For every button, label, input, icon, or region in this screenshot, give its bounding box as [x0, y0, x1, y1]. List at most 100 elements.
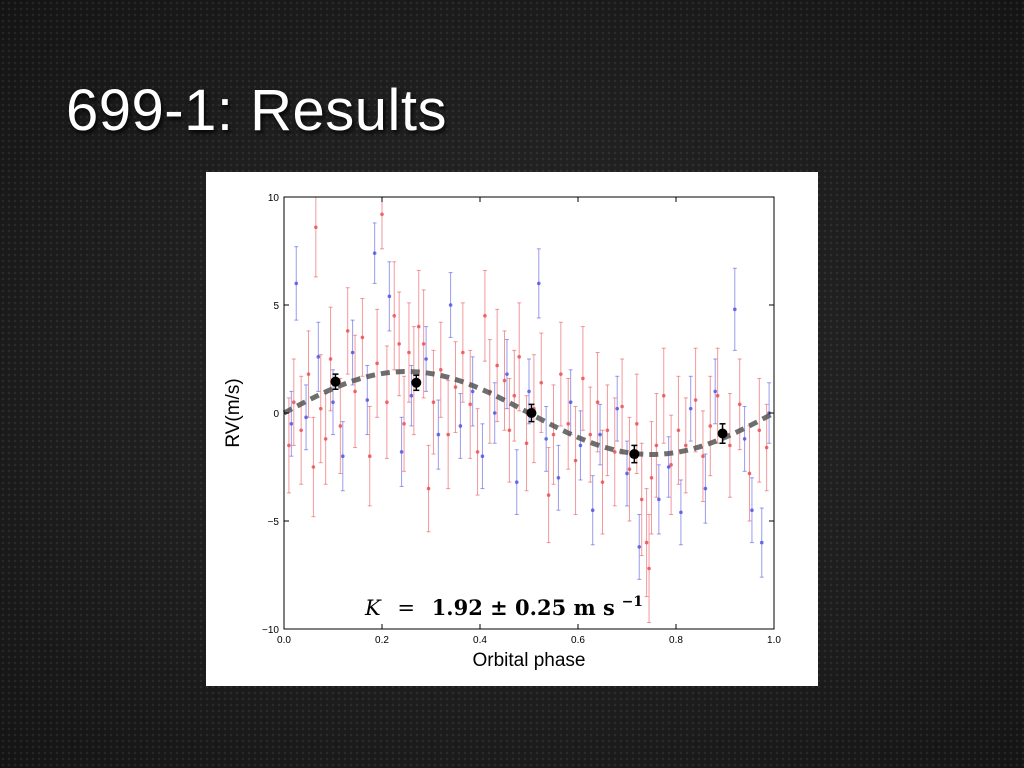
red-series-point-65 — [693, 398, 698, 402]
red-series-point-29 — [461, 350, 465, 355]
k-annotation-sup: −1 — [622, 594, 643, 610]
red-series-point-42 — [546, 493, 551, 497]
red-series-point-38 — [517, 355, 521, 359]
blue-series-point-24 — [556, 476, 561, 480]
red-series-point-43 — [551, 432, 556, 437]
x-tick-label-2: 0.4 — [473, 635, 487, 646]
red-series-point-25 — [431, 400, 436, 404]
red-series-point-70 — [737, 402, 742, 407]
blue-series-point-3 — [316, 355, 321, 359]
red-series-point-54 — [627, 467, 632, 471]
red-series-point-15 — [380, 212, 384, 217]
red-series-point-23 — [421, 342, 426, 346]
blue-series-point-9 — [387, 294, 392, 299]
red-series-point-6 — [318, 406, 323, 411]
binned-point-2 — [526, 408, 537, 418]
red-series-point-11 — [353, 389, 357, 394]
x-ticks-group: 0.0 0.2 0.4 0.6 0.8 1.0 — [277, 197, 781, 646]
blue-series-point-27 — [590, 508, 595, 512]
blue-series-point-30 — [625, 471, 629, 476]
blue-series-point-4 — [331, 400, 335, 404]
blue-series-point-1 — [294, 281, 299, 286]
red-series-point-5 — [314, 225, 318, 230]
blue-series-point-35 — [688, 406, 693, 411]
red-series-point-1 — [292, 400, 296, 404]
blue-series-point-41 — [759, 540, 764, 545]
red-series-point-18 — [397, 342, 401, 346]
blue-series-point-8 — [372, 251, 377, 255]
blue-series-point-17 — [480, 454, 485, 459]
red-series-point-55 — [635, 422, 639, 426]
blue-series-point-19 — [505, 372, 509, 376]
y-tick-label-4: −10 — [262, 625, 279, 636]
red-series-point-39 — [524, 441, 529, 446]
binned-point-4 — [717, 428, 728, 439]
red-series-point-64 — [684, 443, 688, 448]
x-tick-label-5: 1.0 — [767, 635, 781, 646]
blue-series-point-29 — [615, 406, 619, 411]
blue-series-point-36 — [703, 486, 708, 491]
y-tick-label-0: 10 — [268, 193, 280, 204]
red-series-point-16 — [385, 400, 389, 404]
red-series-point-24 — [426, 486, 431, 491]
blue-series-point-38 — [733, 307, 737, 312]
blue-series-point-37 — [713, 389, 717, 394]
red-series-point-17 — [392, 314, 397, 318]
blue-series-point-28 — [598, 432, 602, 437]
red-series-point-46 — [573, 458, 578, 463]
blue-series-point-12 — [424, 357, 428, 361]
blue-series-point-32 — [657, 497, 661, 502]
red-series-point-28 — [453, 385, 458, 389]
red-series-point-27 — [446, 432, 450, 437]
blue-series-point-6 — [350, 350, 355, 355]
red-series-point-37 — [512, 393, 517, 398]
binned-points-group — [330, 373, 728, 464]
red-series-point-68 — [715, 393, 720, 398]
red-series-point-14 — [375, 361, 379, 366]
binned-point-1 — [411, 377, 422, 388]
red-series-point-36 — [507, 428, 512, 433]
red-series-point-69 — [728, 443, 732, 448]
red-series-point-63 — [676, 428, 681, 433]
red-series-point-67 — [708, 424, 713, 428]
blue-series-point-33 — [666, 465, 671, 469]
red-series-point-53 — [620, 404, 624, 409]
red-series-point-12 — [360, 335, 365, 340]
blue-series-point-14 — [448, 303, 453, 307]
blue-series-point-13 — [436, 432, 441, 437]
red-series-point-66 — [701, 454, 705, 459]
blue-series-point-22 — [537, 281, 541, 286]
red-series-point-32 — [483, 314, 487, 318]
blue-series-point-31 — [637, 545, 642, 549]
red-series-point-10 — [345, 329, 350, 333]
blue-series-point-39 — [742, 437, 747, 441]
red-series-point-4 — [311, 465, 316, 469]
red-series-point-59 — [649, 476, 654, 480]
y-tick-label-3: −5 — [268, 517, 280, 528]
red-series-point-47 — [581, 376, 585, 381]
k-annotation-value: 1.92 ± 0.25 m s — [432, 595, 615, 620]
red-series-point-48 — [588, 432, 593, 437]
red-series-point-73 — [764, 445, 769, 450]
red-series-point-30 — [468, 402, 473, 407]
red-series-point-35 — [502, 378, 507, 383]
blue-series-point-21 — [527, 389, 531, 394]
red-series-point-13 — [367, 454, 372, 459]
blue-series-point-7 — [365, 398, 370, 402]
red-series-point-57 — [644, 540, 649, 545]
y-tick-label-1: 5 — [273, 301, 279, 312]
red-series-point-52 — [612, 450, 617, 454]
binned-point-0 — [330, 376, 341, 387]
red-series-point-58 — [647, 566, 651, 571]
k-annotation-var: K — [364, 596, 382, 620]
blue-series-point-15 — [458, 424, 463, 428]
red-series-point-62 — [669, 463, 673, 467]
red-series-point-51 — [605, 428, 610, 433]
blue-series-point-25 — [568, 400, 573, 404]
blue-series-point-16 — [470, 389, 475, 394]
blue-series-point-34 — [679, 510, 683, 515]
x-tick-label-1: 0.2 — [375, 635, 389, 646]
figure-panel: 0.0 0.2 0.4 0.6 0.8 1.0 10 5 0 −5 −10 Orbital pha… — [206, 172, 818, 686]
blue-series-point-11 — [409, 393, 414, 398]
red-series-point-60 — [654, 443, 659, 448]
